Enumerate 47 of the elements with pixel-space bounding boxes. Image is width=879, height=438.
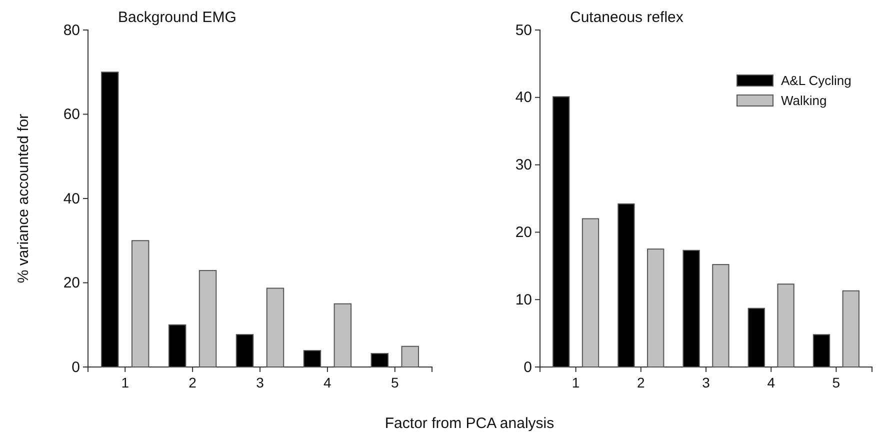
y-tick-label: 30 bbox=[515, 156, 532, 174]
bar bbox=[777, 284, 794, 368]
bar bbox=[236, 334, 254, 368]
x-tick-label: 2 bbox=[188, 374, 197, 391]
y-axis-title: % variance accounted for bbox=[15, 114, 32, 284]
bar bbox=[582, 218, 600, 368]
x-axis-title: Factor from PCA analysis bbox=[384, 415, 554, 432]
y-tick-label: 60 bbox=[63, 106, 80, 124]
bar bbox=[168, 324, 186, 368]
x-tick-label: 3 bbox=[702, 374, 710, 391]
y-tick-label: 80 bbox=[63, 22, 80, 39]
bar bbox=[842, 290, 860, 368]
bar bbox=[334, 303, 352, 368]
x-tick-label: 3 bbox=[256, 374, 264, 391]
bar bbox=[712, 264, 730, 368]
x-tick-label: 1 bbox=[121, 374, 130, 391]
x-tick-label: 1 bbox=[572, 374, 580, 391]
bar bbox=[266, 288, 284, 368]
legend-label: Walking bbox=[781, 93, 827, 108]
legend-label: A&L Cycling bbox=[781, 73, 852, 88]
y-tick-label: 0 bbox=[72, 358, 80, 376]
bar bbox=[748, 308, 765, 368]
y-tick-label: 0 bbox=[524, 358, 532, 376]
bar bbox=[370, 353, 389, 368]
bar bbox=[303, 350, 322, 368]
x-tick-label: 5 bbox=[832, 374, 840, 391]
bar bbox=[552, 96, 570, 368]
x-tick-label: 4 bbox=[767, 374, 776, 391]
x-tick-label: 4 bbox=[324, 374, 332, 391]
bar bbox=[618, 203, 635, 368]
bar bbox=[100, 72, 119, 368]
bar bbox=[682, 250, 700, 368]
chart-title: Cutaneous reflex bbox=[570, 9, 684, 26]
x-tick-label: 5 bbox=[391, 374, 400, 391]
x-tick-label: 2 bbox=[637, 374, 646, 391]
y-tick-label: 20 bbox=[515, 224, 532, 241]
y-tick-label: 40 bbox=[515, 89, 532, 106]
bar bbox=[647, 248, 664, 368]
bar bbox=[131, 240, 150, 368]
bar bbox=[198, 270, 217, 368]
chart-title: Background EMG bbox=[118, 9, 236, 26]
y-tick-label: 40 bbox=[63, 190, 80, 208]
y-tick-label: 20 bbox=[63, 274, 80, 292]
bar bbox=[401, 346, 420, 368]
y-tick-label: 50 bbox=[515, 22, 532, 39]
bar bbox=[812, 334, 830, 368]
y-tick-label: 10 bbox=[515, 291, 532, 308]
